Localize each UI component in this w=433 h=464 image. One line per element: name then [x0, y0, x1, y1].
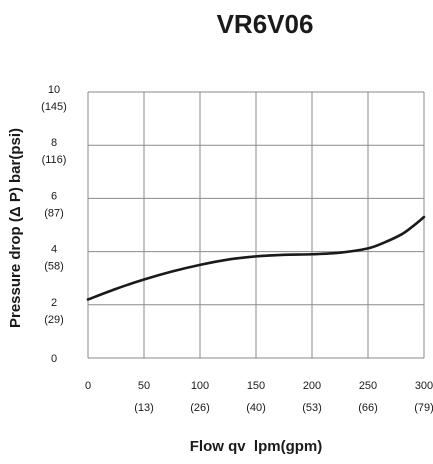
x-tick-label: 200 [303, 380, 321, 392]
x-tick-label: 300 [415, 380, 433, 392]
x-tick-sublabel: (26) [190, 402, 210, 414]
x-tick-label: 100 [191, 380, 209, 392]
y-tick-label: 0 [51, 353, 57, 365]
x-tick-label: 150 [247, 380, 265, 392]
y-tick-sublabel: (58) [44, 261, 64, 273]
y-axis-title: Pressure drop (Δ P) bar(psi) [7, 128, 24, 328]
y-tick-label: 6 [51, 190, 57, 202]
y-tick-sublabel: (145) [41, 101, 67, 113]
chart-title: VR6V06 [217, 9, 314, 39]
x-tick-label: 250 [359, 380, 377, 392]
series-line [86, 215, 426, 301]
y-tick-sublabel: (87) [44, 207, 64, 219]
x-tick-labels: 0 50 (13) 100 (26) 150 (40) 200 (53) 250 (66) 300 (7… [85, 380, 433, 414]
y-tick-label: 8 [51, 137, 57, 149]
y-tick-labels: 0 2 (29) 4 (58) 6 (87) 8 (116) 10 (145) [41, 84, 67, 365]
y-tick-sublabel: (116) [42, 154, 67, 166]
x-tick-sublabel: (13) [134, 402, 154, 414]
y-tick-label: 4 [51, 244, 57, 256]
x-axis-title: Flow qv lpm(gpm) [190, 438, 323, 455]
x-tick-label: 50 [138, 380, 150, 392]
x-tick-sublabel: (53) [302, 402, 322, 414]
series-layer [86, 215, 426, 301]
grid [87, 91, 425, 359]
x-tick-sublabel: (79) [414, 402, 433, 414]
y-tick-sublabel: (29) [44, 314, 64, 326]
x-tick-sublabel: (66) [358, 402, 378, 414]
x-tick-sublabel: (40) [246, 402, 266, 414]
y-tick-label: 10 [48, 84, 60, 96]
y-tick-label: 2 [51, 297, 57, 309]
x-tick-label: 0 [85, 380, 91, 392]
